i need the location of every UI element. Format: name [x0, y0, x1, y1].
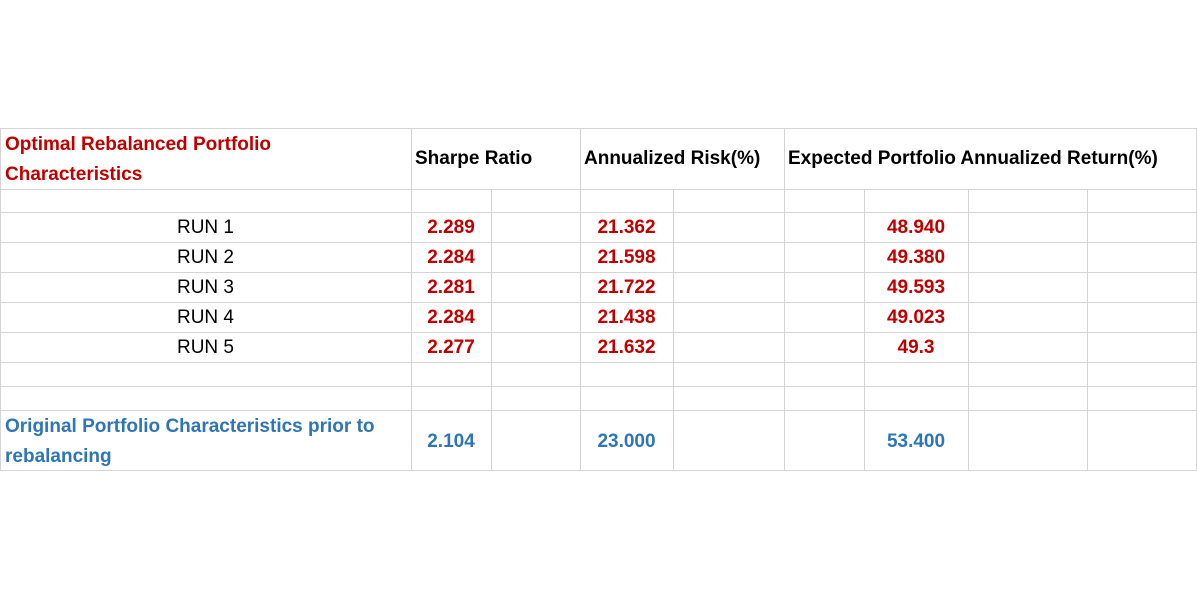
- run-return: 49.3: [897, 337, 935, 358]
- run-sharpe: 2.289: [427, 217, 475, 238]
- run-return: 49.380: [886, 247, 946, 268]
- original-risk: 23.000: [597, 431, 656, 452]
- run-label: RUN 5: [176, 337, 234, 358]
- table-title-line1: Optimal Rebalanced Portfolio: [5, 134, 272, 155]
- run-return: 49.593: [886, 277, 946, 298]
- column-header-risk: Annualized Risk(%): [584, 148, 761, 169]
- run-sharpe: 2.281: [427, 277, 475, 298]
- table-title-line2: Characteristics: [5, 164, 143, 185]
- run-label: RUN 1: [176, 217, 234, 238]
- original-label-line2: rebalancing: [5, 446, 112, 467]
- column-header-sharpe: Sharpe Ratio: [415, 148, 533, 169]
- original-return: 53.400: [886, 431, 946, 452]
- run-return: 49.023: [886, 307, 946, 328]
- run-risk: 21.598: [597, 247, 656, 268]
- run-risk: 21.632: [597, 337, 656, 358]
- spreadsheet-table: Optimal Rebalanced Portfolio Characteris…: [0, 128, 1197, 471]
- run-sharpe: 2.284: [427, 247, 475, 268]
- run-return: 48.940: [886, 217, 946, 238]
- run-risk: 21.722: [597, 277, 656, 298]
- run-risk: 21.362: [597, 217, 656, 238]
- run-label: RUN 4: [176, 307, 234, 328]
- column-header-return: Expected Portfolio Annualized Return(%): [788, 148, 1158, 169]
- run-risk: 21.438: [597, 307, 656, 328]
- original-sharpe: 2.104: [427, 431, 475, 452]
- original-label-line1: Original Portfolio Characteristics prior…: [5, 416, 375, 437]
- run-label: RUN 2: [176, 247, 234, 268]
- run-label: RUN 3: [176, 277, 234, 298]
- run-sharpe: 2.277: [427, 337, 475, 358]
- run-sharpe: 2.284: [427, 307, 475, 328]
